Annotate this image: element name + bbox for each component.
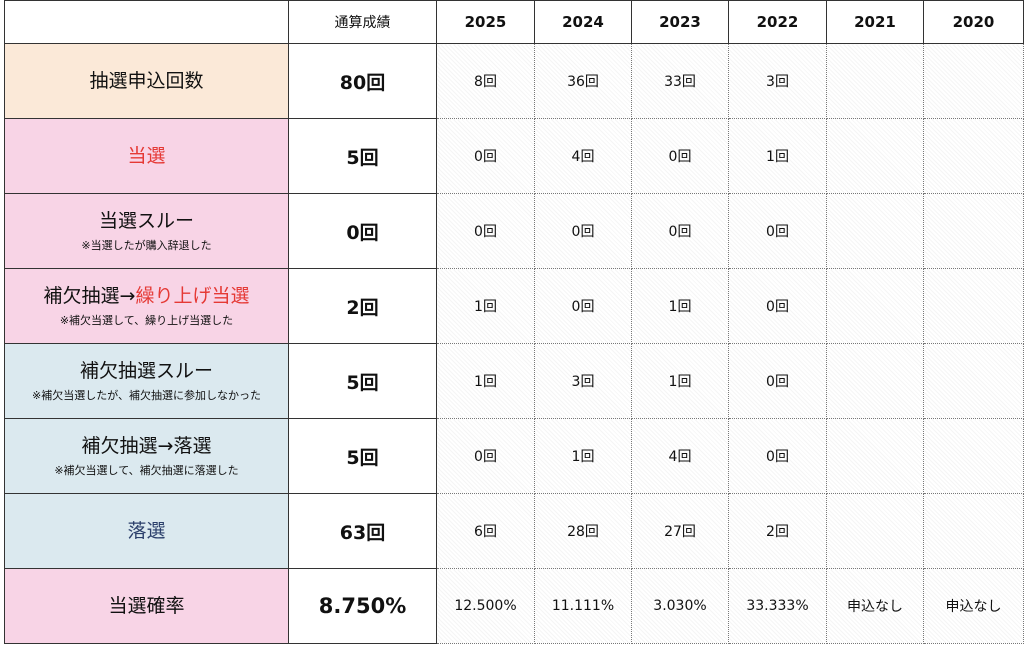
row-label: 補欠抽選スルー (79, 360, 213, 382)
year-cell: 0回 (534, 268, 632, 344)
total-cell: 2回 (288, 268, 437, 344)
year-cell: 0回 (728, 418, 827, 494)
year-cell: 28回 (534, 493, 632, 569)
year-cell: 0回 (631, 193, 729, 269)
total-cell: 8.750% (288, 568, 437, 644)
year-cell: 4回 (534, 118, 632, 194)
year-cell (923, 343, 1024, 419)
row-label: 当選スルー (98, 210, 194, 232)
year-cell: 1回 (436, 268, 535, 344)
row-label: 補欠抽選→繰り上げ当選 (6, 283, 288, 309)
year-cell (826, 43, 924, 119)
header-year: 2025 (436, 0, 535, 44)
year-cell: 1回 (631, 268, 729, 344)
year-cell: 33.333% (728, 568, 827, 644)
year-cell: 1回 (728, 118, 827, 194)
year-cell: 6回 (436, 493, 535, 569)
row-label: 落選 (127, 520, 166, 542)
total-cell: 5回 (288, 418, 437, 494)
row-label-cell: 当選 (4, 118, 289, 194)
row-label-cell: 補欠抽選→繰り上げ当選 ※補欠当選して、繰り上げ当選した (4, 268, 289, 344)
year-cell (923, 193, 1024, 269)
header-row: 通算成績 2025 2024 2023 2022 2021 2020 (4, 0, 1024, 44)
year-cell: 0回 (728, 268, 827, 344)
row-label-cell: 抽選申込回数 (4, 43, 289, 119)
header-year: 2023 (631, 0, 729, 44)
year-cell (923, 418, 1024, 494)
year-cell: 3回 (728, 43, 827, 119)
header-year: 2024 (534, 0, 632, 44)
table-row: 補欠抽選→繰り上げ当選 ※補欠当選して、繰り上げ当選した 2回 1回 0回 1回… (4, 268, 1024, 344)
row-label: 当選確率 (108, 595, 185, 617)
year-cell: 0回 (728, 193, 827, 269)
total-cell: 80回 (288, 43, 437, 119)
lottery-results-table: 通算成績 2025 2024 2023 2022 2021 2020 抽選申込回… (4, 0, 1024, 644)
row-label-cell: 落選 (4, 493, 289, 569)
table-row: 当選確率 8.750% 12.500% 11.111% 3.030% 33.33… (4, 568, 1024, 644)
year-cell: 0回 (436, 418, 535, 494)
year-cell (923, 268, 1024, 344)
total-cell: 5回 (288, 343, 437, 419)
year-cell: 0回 (631, 118, 729, 194)
year-cell: 0回 (534, 193, 632, 269)
year-cell: 申込なし (826, 568, 924, 644)
year-cell: 1回 (436, 343, 535, 419)
year-cell (923, 493, 1024, 569)
year-cell (923, 43, 1024, 119)
year-cell (826, 343, 924, 419)
header-corner (4, 0, 289, 44)
table-row: 補欠抽選スルー ※補欠当選したが、補欠抽選に参加しなかった 5回 1回 3回 1… (4, 343, 1024, 419)
year-cell: 0回 (728, 343, 827, 419)
header-total: 通算成績 (288, 0, 437, 44)
row-note: ※補欠当選して、補欠抽選に落選した (54, 464, 239, 477)
year-cell (826, 418, 924, 494)
year-cell: 申込なし (923, 568, 1024, 644)
table-row: 当選 5回 0回 4回 0回 1回 (4, 118, 1024, 194)
year-cell (826, 493, 924, 569)
year-cell: 27回 (631, 493, 729, 569)
year-cell: 8回 (436, 43, 535, 119)
year-cell: 1回 (534, 418, 632, 494)
total-cell: 63回 (288, 493, 437, 569)
row-label-cell: 補欠抽選→落選 ※補欠当選して、補欠抽選に落選した (4, 418, 289, 494)
table-row: 落選 63回 6回 28回 27回 2回 (4, 493, 1024, 569)
row-label: 抽選申込回数 (89, 70, 204, 92)
year-cell: 3回 (534, 343, 632, 419)
year-cell: 4回 (631, 418, 729, 494)
year-cell: 0回 (436, 193, 535, 269)
year-cell (826, 193, 924, 269)
row-note: ※補欠当選して、繰り上げ当選した (59, 314, 234, 327)
year-cell: 33回 (631, 43, 729, 119)
table-row: 当選スルー ※当選したが購入辞退した 0回 0回 0回 0回 0回 (4, 193, 1024, 269)
year-cell: 3.030% (631, 568, 729, 644)
row-label-cell: 当選スルー ※当選したが購入辞退した (4, 193, 289, 269)
row-label: 補欠抽選→落選 (81, 435, 212, 457)
row-note: ※当選したが購入辞退した (81, 239, 212, 252)
header-year: 2021 (826, 0, 924, 44)
row-note: ※補欠当選したが、補欠抽選に参加しなかった (32, 389, 261, 402)
year-cell: 1回 (631, 343, 729, 419)
year-cell (826, 268, 924, 344)
year-cell (923, 118, 1024, 194)
row-label: 当選 (127, 145, 166, 167)
table-row: 補欠抽選→落選 ※補欠当選して、補欠抽選に落選した 5回 0回 1回 4回 0回 (4, 418, 1024, 494)
year-cell: 2回 (728, 493, 827, 569)
row-label-prefix: 補欠抽選→ (43, 285, 136, 307)
total-cell: 0回 (288, 193, 437, 269)
year-cell: 36回 (534, 43, 632, 119)
row-label-highlight: 繰り上げ当選 (135, 285, 250, 307)
header-year: 2022 (728, 0, 827, 44)
year-cell: 11.111% (534, 568, 632, 644)
header-year: 2020 (923, 0, 1024, 44)
row-label-cell: 補欠抽選スルー ※補欠当選したが、補欠抽選に参加しなかった (4, 343, 289, 419)
table-row: 抽選申込回数 80回 8回 36回 33回 3回 (4, 43, 1024, 119)
year-cell: 12.500% (436, 568, 535, 644)
year-cell (826, 118, 924, 194)
row-label-cell: 当選確率 (4, 568, 289, 644)
year-cell: 0回 (436, 118, 535, 194)
total-cell: 5回 (288, 118, 437, 194)
